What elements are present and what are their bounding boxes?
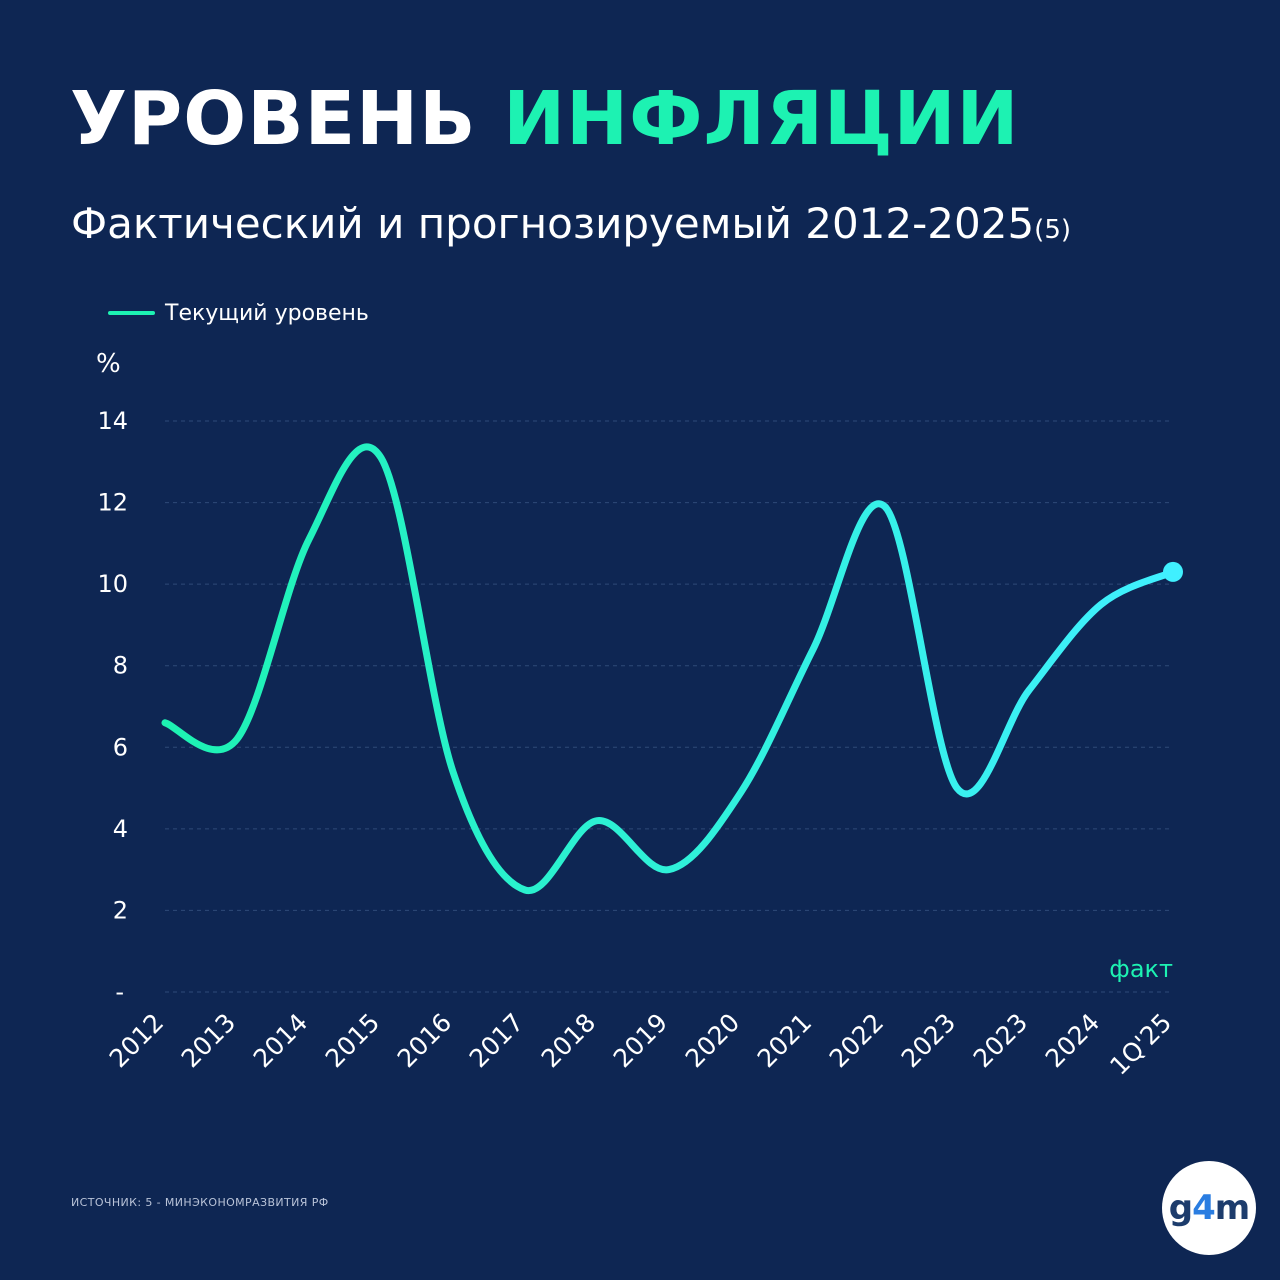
page-title: УРОВЕНЬ ИНФЛЯЦИИ [70, 74, 1019, 164]
legend-label: Текущий уровень [164, 301, 369, 326]
chart-legend: Текущий уровень [108, 301, 369, 326]
y-tick-label: 4 [113, 815, 128, 843]
y-tick-label: 8 [113, 652, 128, 680]
source-note: ИСТОЧНИК: 5 - МИНЭКОНОМРАЗВИТИЯ РФ [71, 1196, 329, 1209]
x-axis-ticks: 2012 2013 2014 2015 2016 2017 2018 2019 2020 2021… [104, 1008, 1177, 1081]
fact-annotation: факт [1109, 955, 1173, 983]
y-tick-label: 12 [97, 489, 128, 517]
page-subtitle: Фактический и прогнозируемый 2012-2025(5… [71, 196, 1071, 258]
y-tick-label: - [115, 978, 124, 1006]
x-tick-label: 2024 [1040, 1008, 1105, 1073]
x-tick-label: 2017 [464, 1008, 529, 1073]
g4m-logo: g4m [1162, 1161, 1256, 1255]
y-tick-label: 10 [97, 570, 128, 598]
subtitle-text: Фактический и прогнозируемый 2012-2025 [71, 199, 1035, 248]
title-part-white: УРОВЕНЬ [70, 76, 477, 162]
latest-data-point [1163, 561, 1183, 582]
x-tick-label: 2019 [608, 1008, 673, 1073]
x-tick-label: 2018 [536, 1008, 601, 1073]
y-tick-label: 2 [113, 896, 128, 924]
x-tick-label: 2016 [392, 1008, 457, 1073]
title-part-accent: ИНФЛЯЦИИ [503, 76, 1020, 162]
series-points [1163, 561, 1183, 582]
y-axis-ticks: - 2 4 6 8 10 12 14 [97, 407, 128, 1006]
x-tick-label: 1Q'25 [1104, 1008, 1177, 1081]
x-tick-label: 2023 [896, 1008, 961, 1073]
x-tick-label: 2013 [176, 1008, 241, 1073]
x-tick-label: 2021 [752, 1008, 817, 1073]
x-tick-label: 2023 [968, 1008, 1033, 1073]
y-tick-label: 14 [97, 407, 128, 435]
y-tick-label: 6 [113, 733, 128, 761]
x-tick-label: 2015 [320, 1008, 385, 1073]
chart-gridlines [165, 420, 1173, 993]
series-line-inflation [161, 443, 1177, 894]
x-tick-label: 2014 [248, 1008, 313, 1073]
x-tick-label: 2020 [680, 1008, 745, 1073]
subtitle-note: (5) [1034, 215, 1072, 245]
x-tick-label: 2012 [104, 1008, 169, 1073]
x-tick-label: 2022 [824, 1008, 889, 1073]
y-axis-unit-label: % [96, 349, 121, 379]
logo-text: g4m [1168, 1188, 1250, 1228]
